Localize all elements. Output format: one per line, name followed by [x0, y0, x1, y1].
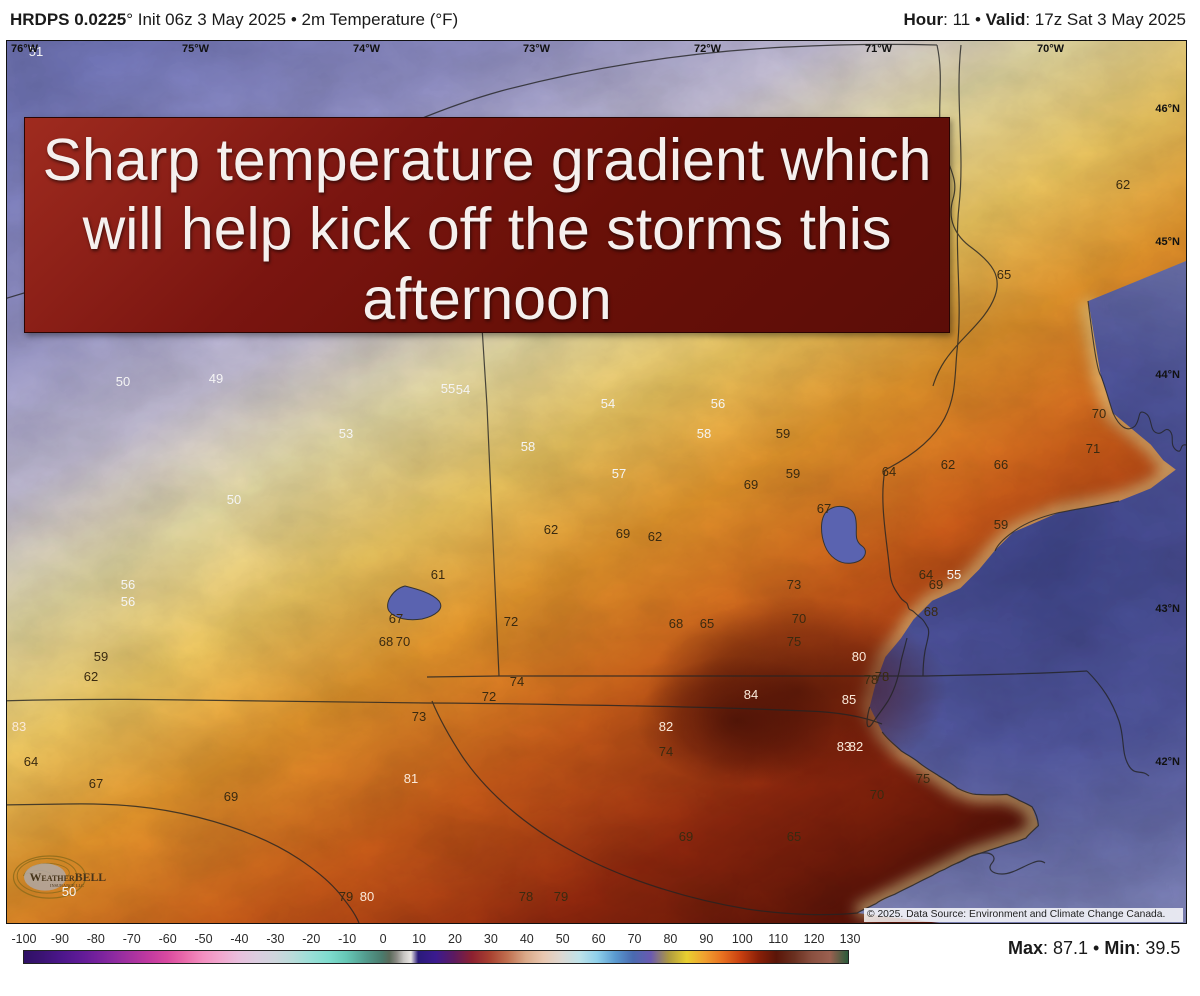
svg-text:70: 70 [396, 634, 410, 649]
svg-text:56: 56 [121, 594, 135, 609]
svg-text:78: 78 [519, 889, 533, 904]
svg-text:67: 67 [817, 501, 831, 516]
svg-text:65: 65 [787, 829, 801, 844]
svg-text:56: 56 [711, 396, 725, 411]
svg-text:64: 64 [882, 464, 896, 479]
svg-text:67: 67 [389, 611, 403, 626]
svg-text:85: 85 [842, 692, 856, 707]
svg-text:54: 54 [456, 382, 470, 397]
svg-text:61: 61 [431, 567, 445, 582]
svg-text:50: 50 [227, 492, 241, 507]
svg-text:72: 72 [482, 689, 496, 704]
svg-text:49: 49 [209, 371, 223, 386]
svg-text:69: 69 [616, 526, 630, 541]
svg-text:50: 50 [116, 374, 130, 389]
svg-text:68: 68 [379, 634, 393, 649]
svg-text:65: 65 [700, 616, 714, 631]
svg-text:74: 74 [510, 674, 524, 689]
svg-text:81: 81 [404, 771, 418, 786]
svg-text:83: 83 [12, 719, 26, 734]
svg-text:84: 84 [744, 687, 758, 702]
svg-text:68: 68 [924, 604, 938, 619]
svg-text:70: 70 [870, 787, 884, 802]
svg-text:71: 71 [1086, 441, 1100, 456]
svg-text:67: 67 [89, 776, 103, 791]
svg-text:57: 57 [612, 466, 626, 481]
svg-text:72: 72 [504, 614, 518, 629]
svg-text:56: 56 [121, 577, 135, 592]
svg-text:80: 80 [360, 889, 374, 904]
svg-text:58: 58 [697, 426, 711, 441]
svg-text:54: 54 [601, 396, 615, 411]
svg-text:79: 79 [554, 889, 568, 904]
svg-text:62: 62 [941, 457, 955, 472]
svg-text:82: 82 [849, 739, 863, 754]
svg-text:69: 69 [929, 577, 943, 592]
svg-text:73: 73 [787, 577, 801, 592]
svg-text:73: 73 [412, 709, 426, 724]
svg-text:82: 82 [659, 719, 673, 734]
svg-text:59: 59 [994, 517, 1008, 532]
svg-text:62: 62 [544, 522, 558, 537]
svg-text:70: 70 [792, 611, 806, 626]
svg-text:75: 75 [916, 771, 930, 786]
svg-text:78: 78 [864, 672, 878, 687]
svg-text:70: 70 [1092, 406, 1106, 421]
svg-text:55: 55 [441, 381, 455, 396]
svg-text:69: 69 [744, 477, 758, 492]
svg-text:80: 80 [852, 649, 866, 664]
svg-text:69: 69 [679, 829, 693, 844]
svg-text:62: 62 [648, 529, 662, 544]
svg-text:64: 64 [24, 754, 38, 769]
svg-text:75: 75 [787, 634, 801, 649]
svg-text:65: 65 [997, 267, 1011, 282]
svg-text:62: 62 [84, 669, 98, 684]
svg-text:79: 79 [339, 889, 353, 904]
svg-text:69: 69 [224, 789, 238, 804]
svg-text:59: 59 [94, 649, 108, 664]
svg-text:74: 74 [659, 744, 673, 759]
svg-text:50: 50 [62, 884, 76, 899]
svg-text:58: 58 [521, 439, 535, 454]
svg-text:55: 55 [947, 567, 961, 582]
svg-text:53: 53 [339, 426, 353, 441]
svg-text:66: 66 [994, 457, 1008, 472]
svg-text:62: 62 [1116, 177, 1130, 192]
svg-text:68: 68 [669, 616, 683, 631]
svg-text:59: 59 [786, 466, 800, 481]
svg-text:59: 59 [776, 426, 790, 441]
